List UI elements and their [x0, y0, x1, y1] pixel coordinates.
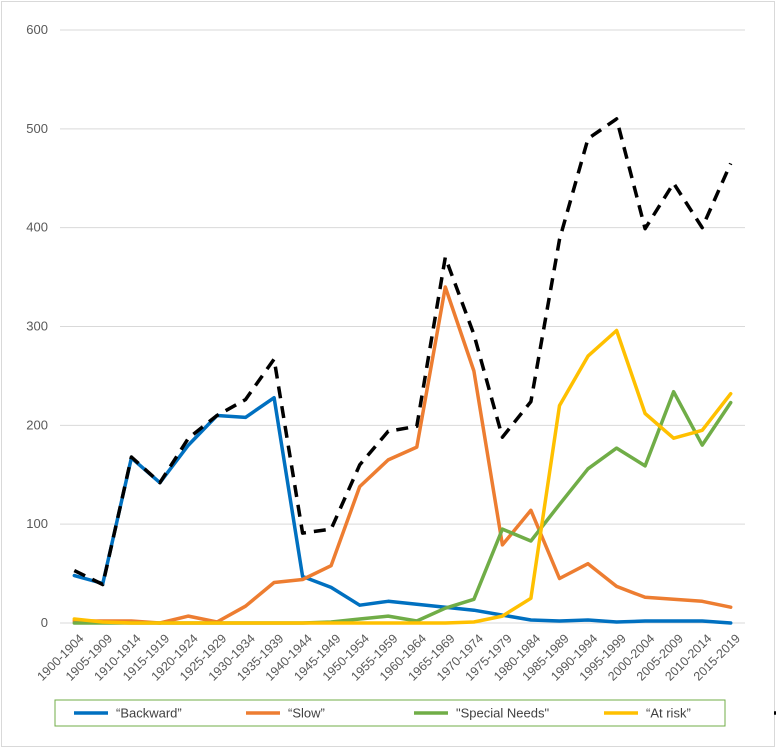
y-tick-label: 500 [26, 121, 48, 136]
y-tick-label: 300 [26, 319, 48, 334]
y-tick-label: 0 [41, 615, 48, 630]
legend-label-0: “Backward” [116, 706, 182, 721]
series-line-4 [73, 117, 733, 587]
series-line-1 [72, 285, 733, 625]
legend: “Backward” “Slow” "Special Needs" “At risk”… [54, 699, 776, 727]
legend-label-1: “Slow” [288, 706, 325, 721]
y-tick-label: 400 [26, 220, 48, 235]
y-tick-label: 600 [26, 22, 48, 37]
y-axis-ticks: 0 100 200 300 400 500 600 [26, 22, 48, 630]
series-line-3 [72, 328, 733, 625]
series-lines [72, 117, 733, 625]
series-line-0 [72, 395, 733, 625]
y-tick-label: 100 [26, 516, 48, 531]
legend-label-3: “At risk” [646, 706, 691, 721]
y-tick-label: 200 [26, 417, 48, 432]
legend-label-2: "Special Needs" [456, 706, 549, 721]
